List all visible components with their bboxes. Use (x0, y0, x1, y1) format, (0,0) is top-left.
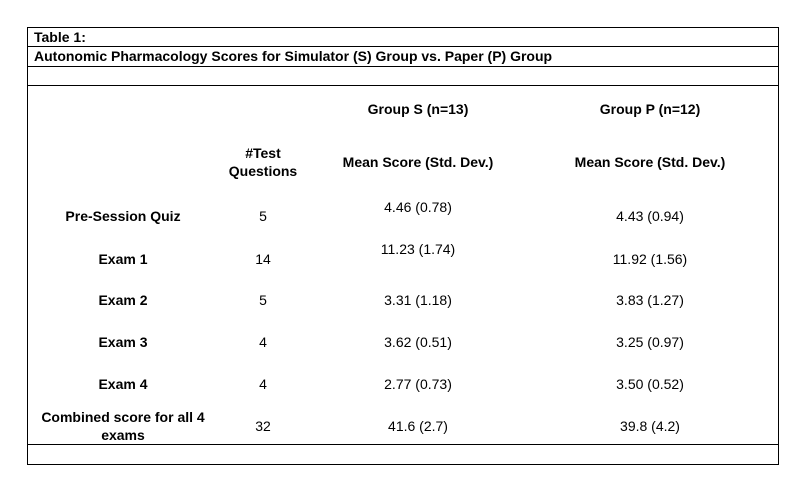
row-questions: 14 (255, 251, 271, 267)
row-label: Exam 4 (98, 376, 148, 392)
row-label: Exam 1 (98, 251, 148, 267)
row-score-s: 4.46 (0.78) (384, 199, 452, 215)
group-p-header: Group P (n=12) (599, 101, 701, 117)
row-score-s: 2.77 (0.73) (384, 376, 452, 392)
group-s-header: Group S (n=13) (367, 101, 469, 117)
divider (28, 444, 778, 445)
divider (28, 66, 778, 67)
mean-p-header: Mean Score (Std. Dev.) (574, 154, 726, 170)
row-label: Exam 2 (98, 292, 148, 308)
row-score-s: 3.62 (0.51) (384, 334, 452, 350)
row-questions: 5 (259, 208, 267, 224)
divider (28, 85, 778, 86)
row-questions: 4 (259, 376, 267, 392)
row-label: Pre-Session Quiz (65, 208, 181, 224)
questions-header: #Test Questions (228, 145, 298, 179)
mean-s-header: Mean Score (Std. Dev.) (342, 154, 494, 170)
row-score-s: 11.23 (1.74) (380, 241, 456, 257)
row-label: Combined score for all 4 exams (41, 409, 205, 443)
divider (28, 46, 778, 47)
row-questions: 4 (259, 334, 267, 350)
row-score-p: 3.25 (0.97) (616, 334, 684, 350)
row-label: Exam 3 (98, 334, 148, 350)
row-score-p: 3.50 (0.52) (616, 376, 684, 392)
row-questions: 32 (255, 418, 271, 434)
table-title: Autonomic Pharmacology Scores for Simula… (34, 48, 553, 64)
table-label: Table 1: (34, 29, 86, 45)
row-score-p: 3.83 (1.27) (616, 292, 684, 308)
table-frame: Table 1: Autonomic Pharmacology Scores f… (27, 27, 779, 465)
row-score-p: 4.43 (0.94) (616, 208, 684, 224)
row-score-s: 3.31 (1.18) (384, 292, 452, 308)
row-score-s: 41.6 (2.7) (388, 418, 448, 434)
row-score-p: 11.92 (1.56) (612, 251, 688, 267)
row-questions: 5 (259, 292, 267, 308)
row-score-p: 39.8 (4.2) (620, 418, 680, 434)
